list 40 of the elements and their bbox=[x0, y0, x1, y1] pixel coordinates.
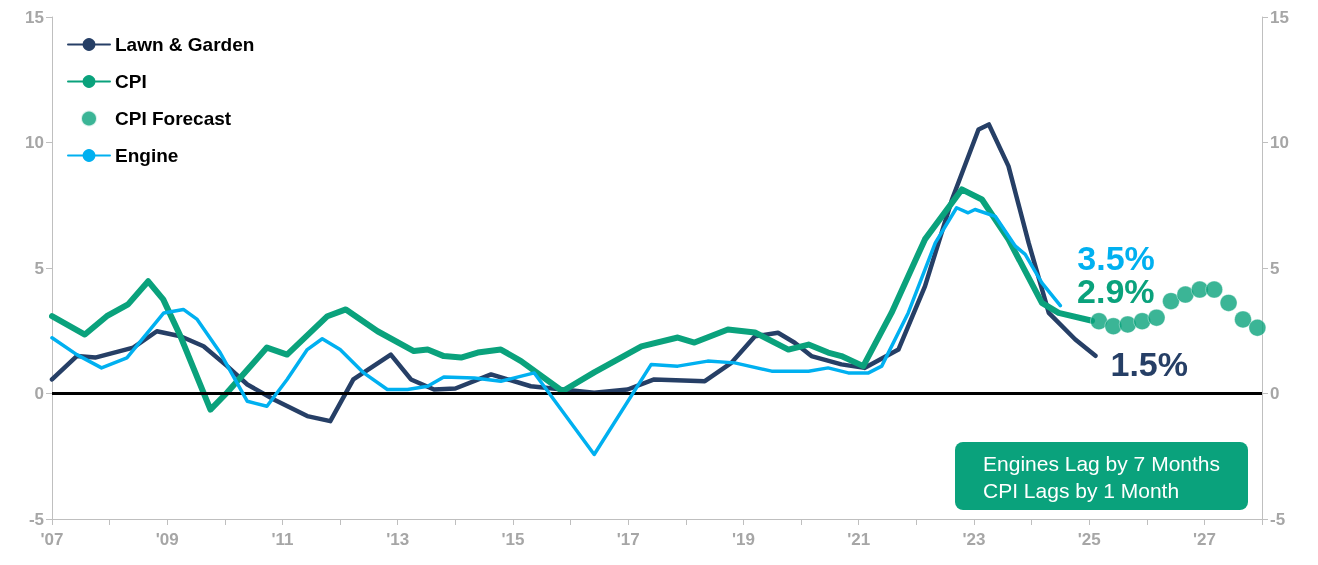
point bbox=[1219, 294, 1238, 312]
point bbox=[1248, 318, 1267, 337]
x-tick-label: '23 bbox=[962, 530, 986, 549]
y2-tick-label: -5 bbox=[1270, 509, 1286, 529]
y-tick-label: 15 bbox=[25, 7, 44, 27]
legend-label: CPI bbox=[115, 71, 147, 92]
y-tick-label: 5 bbox=[34, 258, 44, 278]
legend-label: Engine bbox=[115, 145, 179, 166]
point bbox=[1205, 280, 1223, 299]
y-tick-label: 10 bbox=[25, 133, 44, 152]
annotation: Engines Lag by 7 Months CPI Lags by 1 Month bbox=[983, 452, 1221, 502]
y-tick-label: -5 bbox=[28, 509, 44, 529]
point bbox=[1191, 280, 1209, 299]
line-series bbox=[50, 206, 1063, 457]
y2-tick-label: 0 bbox=[1270, 384, 1280, 403]
x-tick-label: '19 bbox=[731, 530, 755, 549]
legend-label: CPI Forecast bbox=[115, 108, 232, 129]
y2-tick-label: 15 bbox=[1270, 7, 1289, 27]
point bbox=[1176, 285, 1195, 304]
y2-tick-label: 10 bbox=[1270, 133, 1289, 152]
x-tick-label: '09 bbox=[155, 530, 179, 549]
point bbox=[1119, 315, 1137, 334]
y2-tick-label: 5 bbox=[1270, 258, 1280, 278]
y-tick-label: 0 bbox=[34, 384, 44, 403]
x-tick-label: '17 bbox=[616, 530, 640, 549]
point bbox=[1104, 317, 1123, 335]
x-tick-label: '25 bbox=[1077, 530, 1101, 549]
point bbox=[1090, 312, 1108, 330]
data-label: 1.5% bbox=[1110, 344, 1188, 383]
x-tick-label: '27 bbox=[1192, 530, 1216, 549]
point bbox=[1162, 292, 1180, 310]
point bbox=[1133, 312, 1151, 330]
x-tick-label: '21 bbox=[847, 530, 871, 549]
x-tick-label: '11 bbox=[271, 530, 294, 549]
x-tick-label: '13 bbox=[386, 530, 410, 549]
point bbox=[1147, 308, 1166, 327]
legend-label: Lawn & Garden bbox=[115, 34, 255, 55]
point bbox=[1234, 310, 1252, 329]
x-tick-label: '15 bbox=[501, 530, 525, 549]
x-tick-label: '07 bbox=[40, 530, 64, 549]
